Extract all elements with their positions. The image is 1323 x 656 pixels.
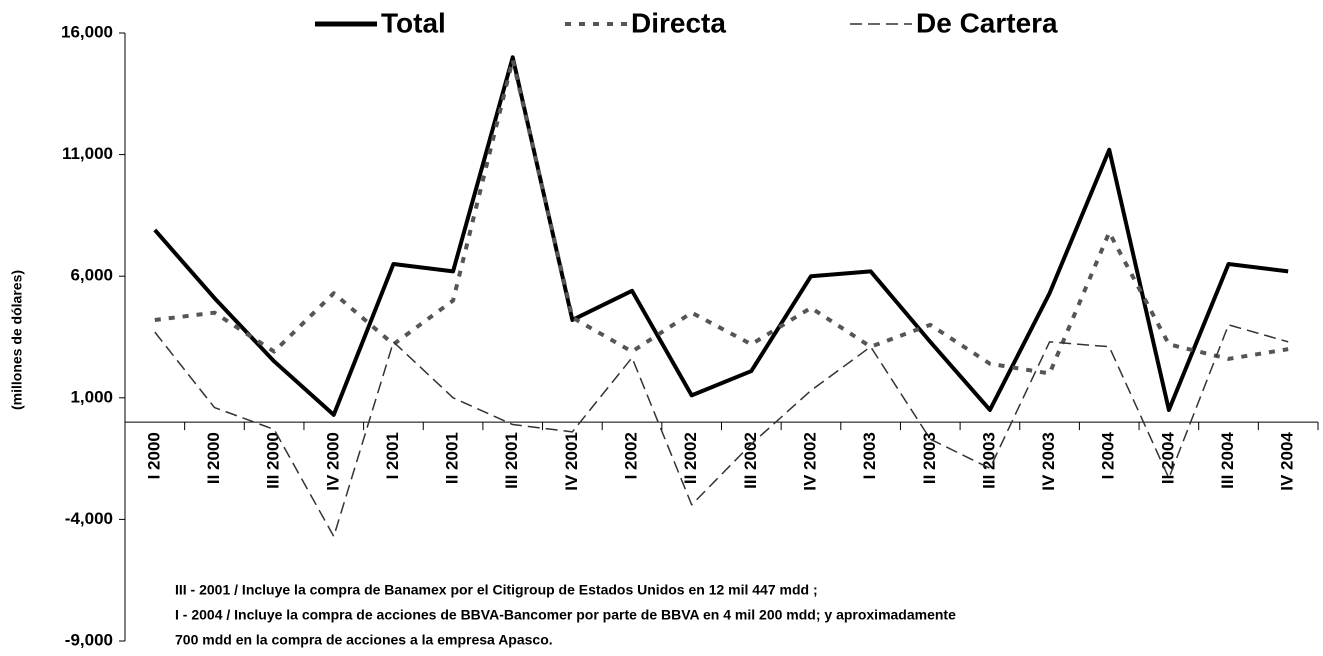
series-line xyxy=(153,55,1289,417)
x-tick-label: IV 2002 xyxy=(800,432,819,491)
x-tick-label: III 2001 xyxy=(502,432,521,489)
y-tick-label: 11,000 xyxy=(62,144,113,163)
legend-label: Directa xyxy=(631,7,726,38)
x-tick-label: III 2004 xyxy=(1218,432,1237,489)
x-tick-label: IV 2000 xyxy=(323,432,342,491)
x-tick-label: II 2001 xyxy=(443,432,462,484)
series-line xyxy=(154,57,1289,376)
legend-label: De Cartera xyxy=(916,7,1058,38)
series-line xyxy=(154,324,1289,538)
x-tick-label: II 2000 xyxy=(204,432,223,484)
y-tick-label: 16,000 xyxy=(61,22,113,41)
legend-label: Total xyxy=(381,7,446,38)
x-tick-label: III 2002 xyxy=(741,432,760,489)
x-tick-label: IV 2004 xyxy=(1278,432,1297,491)
y-tick-label: -4,000 xyxy=(65,509,113,528)
x-tick-label: I 2002 xyxy=(622,432,641,479)
x-tick-label: IV 2001 xyxy=(562,432,581,491)
note: III - 2001 / Incluye la compra de Baname… xyxy=(175,582,818,598)
y-tick-label: -9,000 xyxy=(65,630,113,649)
y-axis-label: (millones de dólares) xyxy=(9,270,25,410)
x-tick-label: IV 2003 xyxy=(1039,432,1058,491)
x-tick-label: II 2003 xyxy=(920,432,939,484)
x-tick-label: I 2001 xyxy=(383,432,402,479)
note: 700 mdd en la compra de acciones a la em… xyxy=(175,632,553,648)
y-tick-label: 6,000 xyxy=(70,266,113,285)
x-tick-label: I 2003 xyxy=(860,432,879,479)
y-tick-label: 1,000 xyxy=(70,387,113,406)
x-tick-label: III 2000 xyxy=(264,432,283,489)
note: I - 2004 / Incluye la compra de acciones… xyxy=(175,607,956,623)
x-tick-label: II 2002 xyxy=(681,432,700,484)
x-tick-label: III 2003 xyxy=(979,432,998,489)
x-tick-label: I 2000 xyxy=(144,432,163,479)
x-tick-label: II 2004 xyxy=(1158,432,1177,485)
x-tick-label: I 2004 xyxy=(1099,432,1118,480)
